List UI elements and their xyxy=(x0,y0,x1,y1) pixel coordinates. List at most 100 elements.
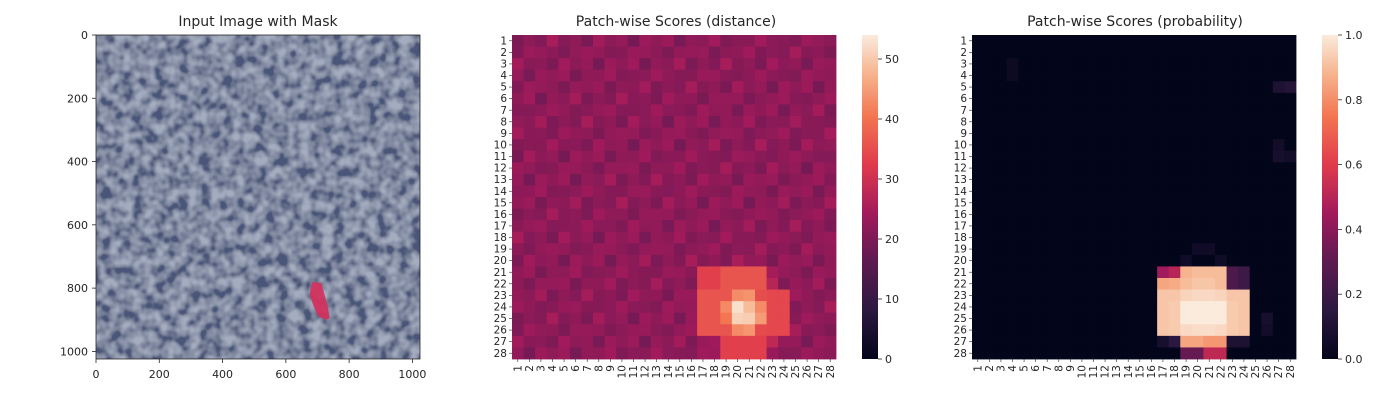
distance-row-label: 18 xyxy=(494,232,507,244)
distance-heatmap-cell xyxy=(546,116,559,128)
probability-heatmap-cell xyxy=(972,92,984,105)
distance-heatmap-cell xyxy=(627,116,640,128)
probability-heatmap-cell xyxy=(1157,127,1170,140)
distance-heatmap-cell xyxy=(812,35,825,47)
probability-heatmap-cell xyxy=(1006,278,1019,290)
distance-heatmap-cell xyxy=(593,335,605,348)
distance-heatmap-cell xyxy=(824,185,837,198)
probability-heatmap-cell xyxy=(1238,46,1251,59)
probability-heatmap-cell xyxy=(972,116,984,128)
probability-heatmap-cell xyxy=(1249,301,1262,314)
probability-heatmap-cell xyxy=(1261,69,1274,82)
distance-heatmap-cell xyxy=(766,289,779,302)
probability-heatmap-cell xyxy=(983,92,996,105)
probability-heatmap-cell xyxy=(1134,92,1146,105)
distance-heatmap-cell xyxy=(778,231,791,244)
distance-row-label: 26 xyxy=(494,325,508,337)
distance-heatmap-cell xyxy=(685,116,698,128)
distance-heatmap-cell xyxy=(697,116,710,128)
distance-heatmap-cell xyxy=(674,254,686,267)
distance-heatmap-cell xyxy=(639,185,652,198)
distance-col-label: 25 xyxy=(790,365,802,378)
probability-heatmap-cell xyxy=(1284,289,1297,302)
probability-heatmap-cell xyxy=(1018,139,1031,152)
probability-heatmap-cell xyxy=(1168,162,1181,175)
distance-heatmap-cell xyxy=(801,127,814,140)
distance-heatmap-cell xyxy=(755,335,767,348)
probability-heatmap-cell xyxy=(1110,312,1123,325)
distance-heatmap-cell xyxy=(674,35,686,47)
probability-heatmap-cell xyxy=(1087,35,1100,47)
probability-heatmap-cell xyxy=(1261,220,1274,233)
distance-heatmap-cell xyxy=(523,81,536,94)
distance-heatmap-cell xyxy=(685,335,698,348)
probability-heatmap-cell xyxy=(1203,46,1216,59)
probability-heatmap-cell xyxy=(1064,162,1077,175)
probability-heatmap-cell xyxy=(1076,116,1089,128)
distance-col-label: 1 xyxy=(512,365,524,372)
probability-heatmap-cell xyxy=(1122,46,1135,59)
distance-heatmap-cell xyxy=(778,116,791,128)
distance-heatmap-cell xyxy=(627,46,640,59)
distance-heatmap-cell xyxy=(743,254,756,267)
probability-heatmap-cell xyxy=(1180,35,1193,47)
distance-colorbar-tick-label: 30 xyxy=(885,173,899,186)
distance-heatmap-cell xyxy=(812,185,825,198)
probability-heatmap-cell xyxy=(1272,231,1285,244)
probability-heatmap-cell xyxy=(1053,278,1065,290)
probability-heatmap-cell xyxy=(1157,243,1170,256)
probability-heatmap-cell xyxy=(1064,312,1077,325)
distance-heatmap-cell xyxy=(778,278,791,290)
distance-heatmap-cell xyxy=(801,220,814,233)
probability-heatmap-cell xyxy=(1168,324,1181,337)
probability-heatmap-cell xyxy=(1249,335,1262,348)
probability-heatmap-cell xyxy=(1180,335,1193,348)
distance-heatmap-cell xyxy=(824,197,837,209)
distance-row-label: 3 xyxy=(500,59,507,71)
probability-heatmap-cell xyxy=(1053,266,1065,279)
probability-heatmap-cell xyxy=(1099,312,1112,325)
probability-heatmap-cell xyxy=(1029,92,1042,105)
distance-heatmap-cell xyxy=(755,220,767,233)
distance-heatmap-cell xyxy=(812,127,825,140)
distance-heatmap-cell xyxy=(535,278,548,290)
probability-heatmap-cell xyxy=(1018,231,1031,244)
distance-heatmap-cell xyxy=(558,289,571,302)
distance-heatmap-cell xyxy=(685,162,698,175)
probability-heatmap-cell xyxy=(1064,197,1077,209)
distance-heatmap-cell xyxy=(593,150,605,163)
distance-heatmap-cell xyxy=(801,81,814,94)
distance-row-label: 10 xyxy=(494,140,507,152)
probability-heatmap-cell xyxy=(1284,324,1297,337)
distance-heatmap-cell xyxy=(593,185,605,198)
probability-heatmap-cell xyxy=(1076,324,1089,337)
distance-heatmap-cell xyxy=(523,208,536,221)
probability-heatmap-cell xyxy=(1041,104,1054,117)
distance-heatmap-cell xyxy=(627,150,640,163)
distance-heatmap-cell xyxy=(546,266,559,279)
probability-heatmap-cell xyxy=(1249,150,1262,163)
distance-heatmap-cell xyxy=(778,127,791,140)
probability-heatmap-cell xyxy=(1238,173,1251,186)
distance-heatmap-cell xyxy=(789,92,802,105)
distance-heatmap-cell xyxy=(650,289,663,302)
probability-heatmap-cell xyxy=(1099,150,1112,163)
probability-heatmap-cell xyxy=(1191,69,1204,82)
probability-heatmap-cell xyxy=(1076,254,1089,267)
probability-heatmap-cell xyxy=(1215,266,1227,279)
probability-heatmap-cell xyxy=(1087,243,1100,256)
probability-colorbar-tick-label: 0.2 xyxy=(1345,288,1363,301)
probability-heatmap-cell xyxy=(1261,324,1274,337)
probability-row-label: 23 xyxy=(954,290,967,302)
probability-heatmap-cell xyxy=(1272,266,1285,279)
distance-heatmap-cell xyxy=(674,231,686,244)
distance-heatmap-cell xyxy=(662,243,675,256)
probability-heatmap-cell xyxy=(1122,185,1135,198)
probability-heatmap-cell xyxy=(1110,92,1123,105)
probability-heatmap-cell xyxy=(1076,139,1089,152)
distance-heatmap-cell xyxy=(535,185,548,198)
distance-heatmap-cell xyxy=(766,162,779,175)
probability-heatmap-cell xyxy=(1191,173,1204,186)
probability-heatmap-cell xyxy=(1203,347,1216,360)
